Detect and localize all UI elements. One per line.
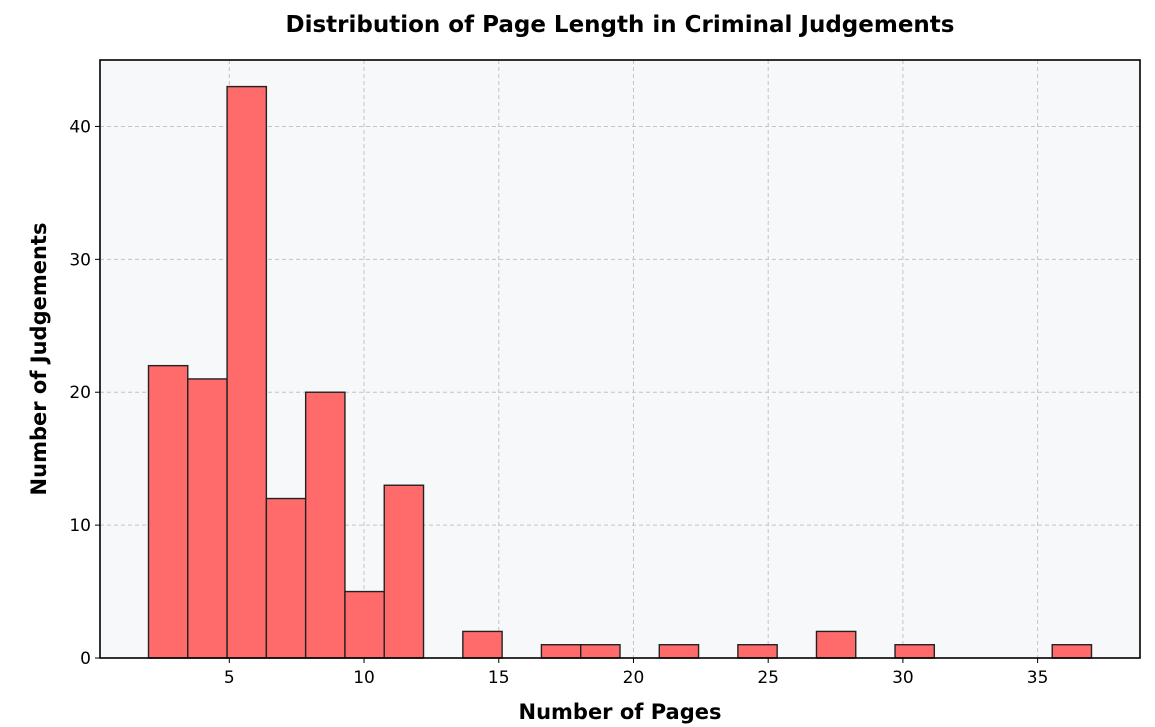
x-tick-label: 25: [757, 668, 779, 688]
x-tick-label: 5: [224, 668, 235, 688]
histogram-bar: [540, 644, 582, 659]
histogram-bars: [147, 85, 1093, 659]
chart-title: Distribution of Page Length in Criminal …: [286, 12, 955, 38]
histogram-bar: [383, 484, 425, 659]
histogram-bar: [344, 590, 385, 659]
y-tick-label: 10: [69, 516, 91, 536]
histogram-bar: [737, 644, 778, 659]
x-tick-label: 10: [353, 668, 375, 688]
y-tick-label: 20: [69, 383, 91, 403]
y-tick-label: 40: [69, 117, 91, 137]
histogram-bar: [815, 630, 857, 659]
y-axis-label: Number of Judgements: [27, 223, 51, 496]
histogram-bar: [894, 644, 936, 659]
histogram-bar: [265, 497, 307, 659]
histogram-bar: [304, 391, 346, 659]
y-tick-label: 30: [69, 250, 91, 270]
x-tick-label: 15: [488, 668, 510, 688]
histogram-bar: [658, 644, 700, 659]
histogram-bar: [226, 85, 268, 659]
plot-frame: [99, 59, 1141, 659]
x-axis-label: Number of Pages: [519, 700, 722, 724]
histogram-bar: [580, 644, 621, 659]
x-tick-label: 35: [1027, 668, 1049, 688]
histogram-bar: [147, 364, 189, 659]
x-tick-label: 30: [892, 668, 914, 688]
axis-ticks: 5 10 15 20 25 30 35 0 10 20 30 40: [69, 117, 1048, 688]
x-tick-label: 20: [623, 668, 645, 688]
histogram-bar: [462, 630, 503, 659]
y-tick-label: 0: [80, 649, 91, 669]
histogram-bar: [187, 378, 228, 659]
histogram-bar: [1051, 644, 1093, 659]
